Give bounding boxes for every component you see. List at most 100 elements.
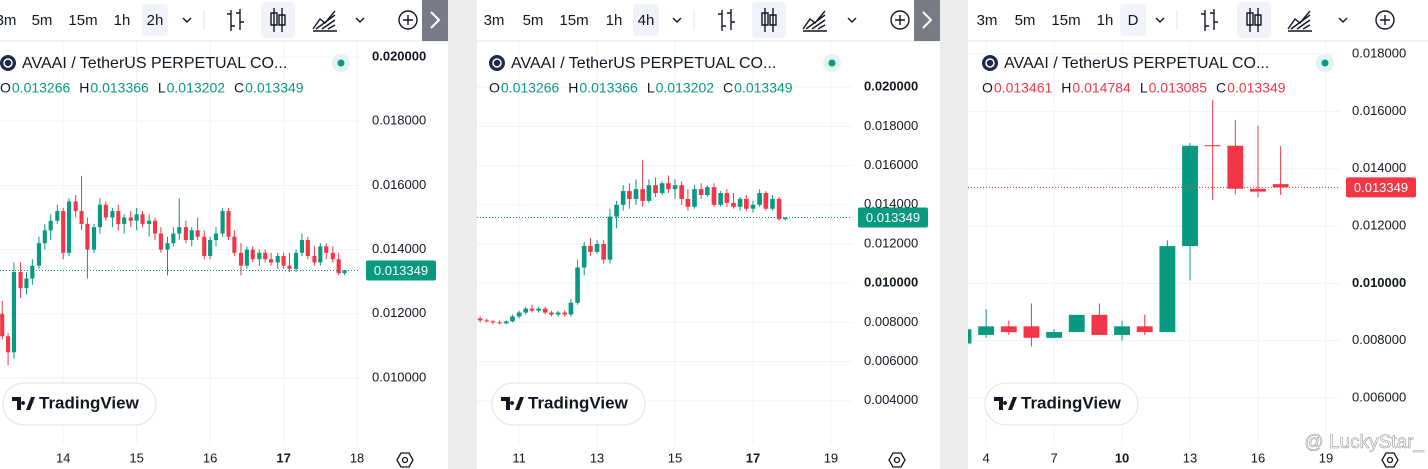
add-indicator-plus[interactable]: [403, 15, 413, 25]
plot: [0, 175, 347, 366]
expand-button[interactable]: [422, 0, 448, 41]
candle-chart-icon[interactable]: [270, 8, 286, 32]
dropdown-chevron[interactable]: [672, 17, 682, 23]
area-chart-icon[interactable]: [312, 10, 337, 32]
candle-body: [1091, 314, 1108, 335]
y-tick-label: 0.012000: [372, 305, 426, 320]
candle-body: [36, 243, 41, 266]
expand-button[interactable]: [914, 0, 940, 41]
ohlc-value: 0.013366: [579, 80, 638, 96]
active-interval-bg: [1120, 4, 1146, 36]
candle-body: [542, 308, 548, 313]
settings-gear-hub: [1386, 456, 1394, 464]
candle-body: [523, 308, 529, 313]
settings-gear[interactable]: [888, 452, 906, 468]
add-indicator-icon[interactable]: [398, 10, 418, 30]
bar-chart-icon[interactable]: [1201, 9, 1218, 31]
x-tick-label: 13: [590, 450, 604, 465]
add-indicator-plus[interactable]: [1380, 15, 1390, 25]
interval-button[interactable]: 1h: [114, 12, 131, 29]
candle-body: [336, 259, 341, 274]
candle-body: [776, 198, 782, 220]
interval-button[interactable]: 4h: [638, 12, 655, 29]
interval-button[interactable]: 1h: [606, 12, 623, 29]
candle-body: [1000, 326, 1017, 333]
ohlc-label: C: [723, 80, 733, 96]
dropdown-chevron[interactable]: [1338, 17, 1348, 23]
candle-body: [1068, 314, 1085, 333]
dropdown-chevron[interactable]: [1155, 17, 1165, 23]
candle-body: [294, 252, 299, 269]
candle-body: [0, 313, 5, 337]
interval-button[interactable]: 5m: [523, 12, 544, 29]
dropdown-chevron[interactable]: [355, 17, 365, 23]
y-tick-label: 0.014000: [864, 196, 918, 211]
ohlc-label: C: [1216, 80, 1226, 96]
x-tick-label: 7: [1050, 450, 1057, 465]
interval-button[interactable]: 1h: [1097, 12, 1114, 29]
ohlc-label: L: [647, 80, 655, 96]
candle-body: [55, 211, 60, 221]
active-interval-bg: [633, 4, 659, 36]
candle-body: [158, 233, 163, 250]
interval-button[interactable]: 3m: [0, 12, 16, 29]
ohlc-value: 0.013349: [245, 80, 304, 96]
interval-button[interactable]: 15m: [68, 12, 97, 29]
area-chart-icon[interactable]: [1287, 10, 1312, 32]
y-tick-label: 0.006000: [864, 353, 918, 368]
candle-body: [79, 211, 84, 224]
bar-chart-icon[interactable]: [718, 9, 735, 31]
candle-body: [620, 191, 626, 205]
dropdown-chevron[interactable]: [847, 17, 857, 23]
interval-button[interactable]: 15m: [559, 12, 588, 29]
interval-button[interactable]: 5m: [32, 12, 53, 29]
candle-body: [1227, 145, 1244, 189]
candle-body: [116, 211, 121, 224]
candle-body: [978, 326, 995, 335]
settings-gear[interactable]: [396, 452, 414, 468]
symbol-icon: [0, 55, 16, 71]
candle-body: [73, 201, 78, 212]
candle-body: [692, 189, 697, 207]
plot: [477, 159, 788, 325]
candle-chart-icon[interactable]: [761, 8, 777, 32]
interval-button[interactable]: 3m: [484, 12, 505, 29]
plot: [968, 99, 1289, 347]
add-indicator-icon[interactable]: [1375, 10, 1395, 30]
candle-body: [140, 214, 145, 224]
last-price-badge: [858, 207, 928, 228]
candle-body: [244, 249, 249, 266]
interval-button[interactable]: 3m: [977, 12, 998, 29]
candle-body: [1204, 145, 1221, 147]
candle-body: [312, 256, 317, 263]
candle-body: [1182, 145, 1198, 247]
add-indicator-icon[interactable]: [890, 10, 910, 30]
area-chart-icon[interactable]: [802, 10, 827, 32]
last-price-label: 0.013349: [1354, 180, 1408, 195]
interval-button[interactable]: 2h: [147, 12, 164, 29]
y-tick-label: 0.008000: [1352, 332, 1406, 347]
candle-body: [220, 211, 225, 234]
branding-text: TradingView: [39, 393, 140, 412]
candle-body: [1136, 326, 1153, 333]
candle-body: [484, 320, 490, 322]
interval-button[interactable]: D: [1128, 12, 1139, 29]
last-price-label: 0.013349: [866, 210, 920, 225]
ohlc-value: 0.013349: [734, 80, 793, 96]
candle-body: [30, 265, 35, 279]
candle-body: [490, 321, 496, 323]
interval-button[interactable]: 5m: [1015, 12, 1036, 29]
dropdown-chevron[interactable]: [182, 17, 192, 23]
ohlc-label: H: [79, 80, 89, 96]
add-indicator-plus[interactable]: [895, 15, 905, 25]
ohlc-value: 0.013202: [656, 80, 715, 96]
y-tick-label: 0.018000: [1352, 45, 1406, 60]
settings-gear[interactable]: [1381, 452, 1399, 468]
ohlc-value: 0.014784: [1072, 80, 1131, 96]
interval-button[interactable]: 15m: [1051, 12, 1080, 29]
bar-chart-icon[interactable]: [227, 9, 244, 31]
candle-body: [497, 322, 502, 324]
candle-chart-icon[interactable]: [1246, 8, 1262, 32]
branding-logo: [501, 397, 524, 410]
candle-body: [711, 187, 717, 205]
